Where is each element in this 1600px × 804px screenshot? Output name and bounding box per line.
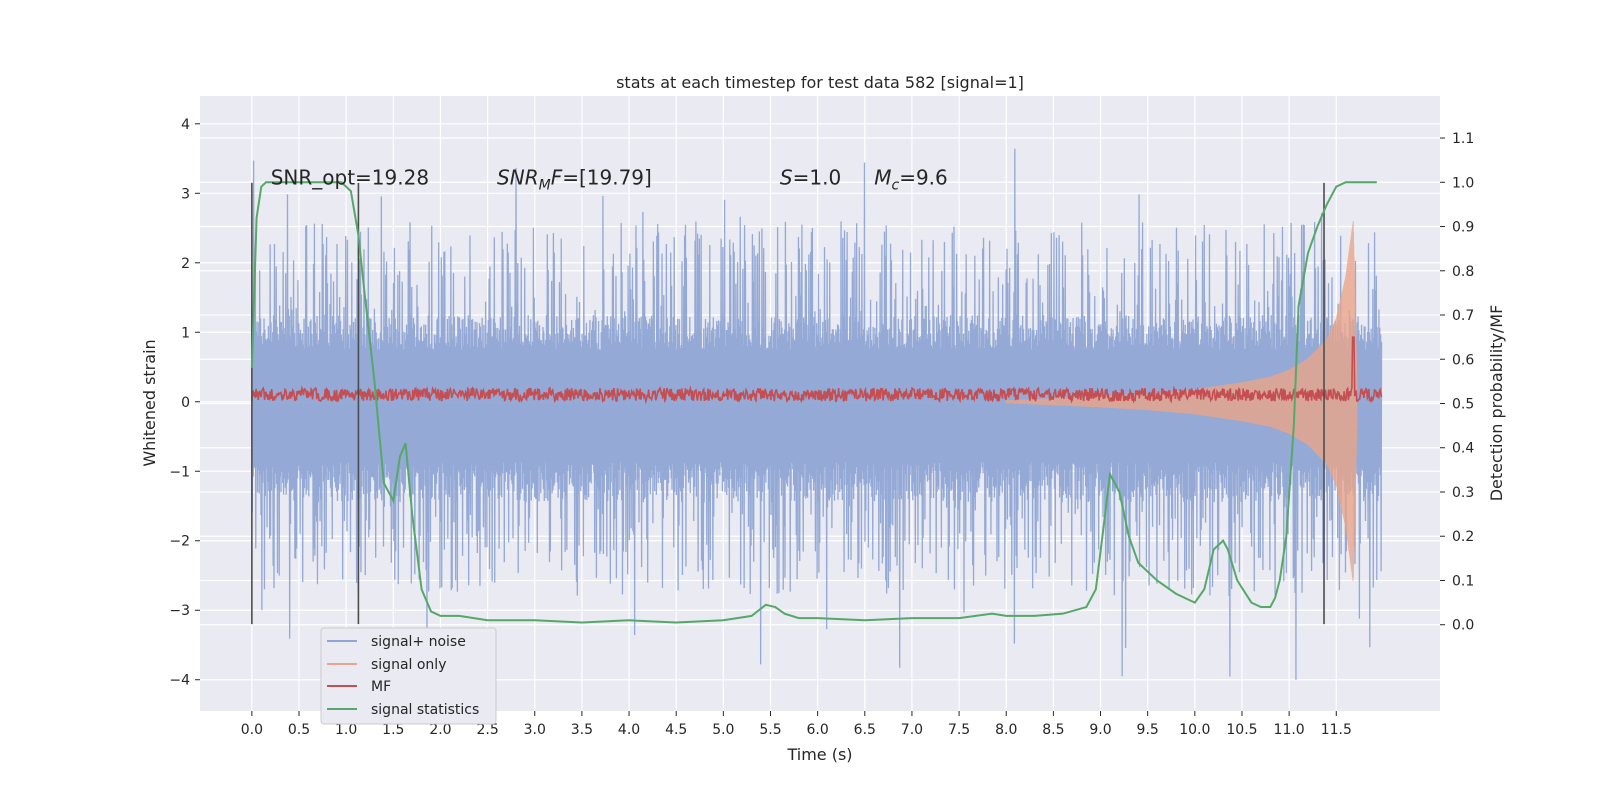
x-tick-label: 3.5 xyxy=(571,722,593,738)
signal-plus-noise-line xyxy=(251,148,1383,680)
x-tick-label: 6.5 xyxy=(854,722,876,738)
annotation-text: Mc=9.6 xyxy=(874,165,948,193)
y-tick-label: −4 xyxy=(169,673,190,689)
legend-box xyxy=(320,627,497,725)
x-tick-label: 11.5 xyxy=(1321,722,1352,738)
svg-text:signal statistics: signal statistics xyxy=(371,702,479,718)
x-tick-label: 3.0 xyxy=(524,722,546,738)
y-tick-label: −2 xyxy=(169,534,190,550)
svg-text:MF: MF xyxy=(371,679,391,695)
y-tick-label: −3 xyxy=(169,603,190,619)
x-axis-label: Time (s) xyxy=(786,745,852,764)
y-tick-label: 4 xyxy=(181,117,190,133)
x-tick-label: 10.0 xyxy=(1179,722,1210,738)
annotation-text: S=1.0 xyxy=(780,165,841,189)
annotation-text: SNR_opt=19.28 xyxy=(271,165,429,189)
x-tick-label: 5.0 xyxy=(712,722,734,738)
x-tick-label: 9.0 xyxy=(1089,722,1111,738)
x-tick-label: 6.0 xyxy=(807,722,829,738)
y2-tick-label: 0.3 xyxy=(1452,485,1474,501)
y2-tick-label: 0.8 xyxy=(1452,264,1474,280)
y-axis-label: Whitened strain xyxy=(140,339,159,466)
legend-entry-mf: MF xyxy=(327,679,391,695)
series-signal-plus-noise xyxy=(251,148,1383,680)
x-tick-label: 4.5 xyxy=(665,722,687,738)
svg-text:signal+ noise: signal+ noise xyxy=(371,634,466,650)
annotation-text: SNRMF=[19.79] xyxy=(497,165,652,193)
x-tick-label: 7.5 xyxy=(948,722,970,738)
x-tick-label: 5.5 xyxy=(759,722,781,738)
x-tick-label: 7.0 xyxy=(901,722,923,738)
x-tick-label: 1.0 xyxy=(335,722,357,738)
x-tick-label: 11.0 xyxy=(1274,722,1305,738)
y-tick-label: 3 xyxy=(181,186,190,202)
legend: signal+ noise signal only MF signal stat… xyxy=(320,627,497,725)
y-tick-label: 2 xyxy=(181,256,190,272)
mf-line xyxy=(251,336,1383,405)
y-tick-label: 0 xyxy=(181,395,190,411)
y2-tick-label: 0.9 xyxy=(1452,220,1474,236)
y2-tick-label: 0.6 xyxy=(1452,352,1474,368)
y2-tick-label: 1.1 xyxy=(1452,131,1474,147)
annotations: SNR_opt=19.28 SNRMF=[19.79] S=1.0 Mc=9.6 xyxy=(271,165,948,193)
x-tick-label: 10.5 xyxy=(1226,722,1257,738)
x-tick-label: 4.0 xyxy=(618,722,640,738)
y2-tick-label: 0.4 xyxy=(1452,441,1474,457)
legend-entry-signal-statistics: signal statistics xyxy=(327,702,479,718)
legend-entry-signal-plus-noise: signal+ noise xyxy=(327,634,466,650)
legend-entry-signal-only: signal only xyxy=(327,657,446,673)
y2-tick-label: 1.0 xyxy=(1452,175,1474,191)
y-axis-ticks: −4 −3 −2 −1 0 1 2 3 4 xyxy=(169,117,200,689)
x-tick-label: 8.0 xyxy=(995,722,1017,738)
vertical-markers xyxy=(251,182,1325,625)
y2-axis-label: Detection probability/MF xyxy=(1487,305,1506,502)
series-signal-statistics xyxy=(250,181,1377,624)
y-tick-label: −1 xyxy=(169,464,190,480)
x-tick-label: 1.5 xyxy=(382,722,404,738)
x-axis-ticks: 0.0 0.5 1.0 1.5 2.0 2.5 3.0 3.5 4.0 4.5 5.0 5.5 6.0 6… xyxy=(241,711,1352,738)
series-mf xyxy=(251,336,1383,405)
signal-statistics-line xyxy=(250,181,1377,624)
y2-tick-label: 0.2 xyxy=(1452,529,1474,545)
y2-tick-label: 0.5 xyxy=(1452,397,1474,413)
x-tick-label: 2.5 xyxy=(476,722,498,738)
chart-title: stats at each timestep for test data 582… xyxy=(616,73,1024,92)
x-tick-label: 2.0 xyxy=(429,722,451,738)
svg-text:signal only: signal only xyxy=(371,657,446,673)
y2-axis-ticks: 0.0 0.1 0.2 0.3 0.4 0.5 0.6 0.7 0.8 0.9 1.0 1.1 xyxy=(1440,131,1474,634)
x-tick-label: 9.5 xyxy=(1137,722,1159,738)
x-tick-label: 8.5 xyxy=(1042,722,1064,738)
x-tick-label: 0.5 xyxy=(288,722,310,738)
y2-tick-label: 0.7 xyxy=(1452,308,1474,324)
y2-tick-label: 0.0 xyxy=(1452,618,1474,634)
y2-tick-label: 0.1 xyxy=(1452,573,1474,589)
y-tick-label: 1 xyxy=(181,325,190,341)
x-tick-label: 0.0 xyxy=(241,722,263,738)
